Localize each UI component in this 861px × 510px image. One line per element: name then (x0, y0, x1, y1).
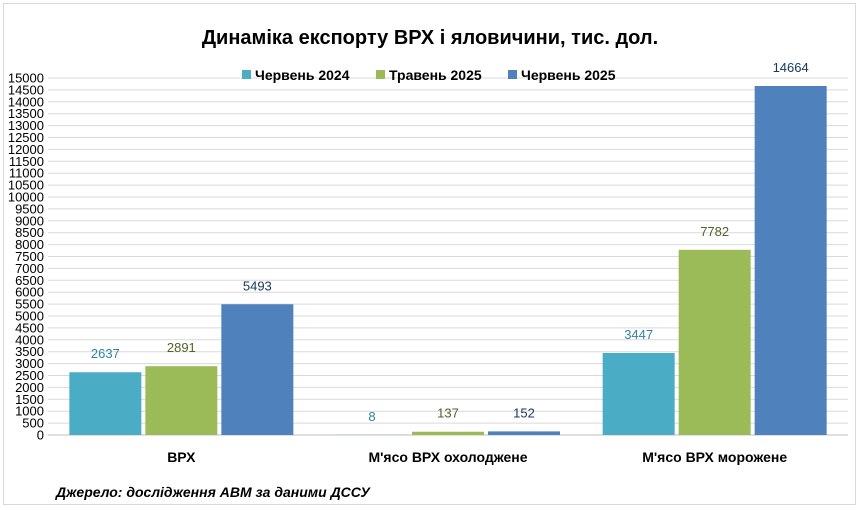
data-label: 14664 (773, 60, 809, 75)
bar (678, 249, 751, 435)
legend-label: Червень 2025 (521, 67, 616, 83)
bar (221, 304, 294, 435)
x-tick-label: ВРХ (167, 449, 196, 465)
y-tick-label: 8000 (15, 237, 44, 252)
data-labels: 2637 2891 5493 8 137 152 3447 7782 14664 (91, 60, 809, 424)
bar (145, 366, 218, 435)
y-tick-label: 8500 (15, 225, 44, 240)
y-tick-label: 13500 (8, 106, 44, 121)
bar (602, 352, 675, 435)
y-tick-label: 10000 (8, 190, 44, 205)
y-tick-label: 11000 (9, 166, 44, 181)
y-tick-label: 2500 (15, 368, 44, 383)
data-label: 152 (513, 405, 535, 420)
y-tick-label: 4500 (15, 320, 44, 335)
legend-label: Червень 2024 (255, 67, 350, 83)
bar (488, 431, 560, 435)
y-tick-label: 5500 (15, 297, 44, 312)
y-tick-label: 3000 (15, 356, 44, 371)
x-axis-ticks: ВРХ М'ясо ВРХ охолоджене М'ясо ВРХ морожен… (167, 449, 787, 465)
y-tick-label: 5000 (15, 309, 44, 324)
y-axis-ticks: 0500100015002000250030003500400045005000… (8, 71, 44, 443)
y-tick-label: 9000 (15, 213, 44, 228)
y-tick-label: 14000 (8, 94, 44, 109)
y-tick-label: 6500 (15, 273, 44, 288)
y-tick-label: 4000 (15, 332, 44, 347)
y-tick-label: 9500 (15, 201, 44, 216)
y-tick-label: 6000 (15, 285, 44, 300)
legend-swatch (508, 70, 517, 79)
y-tick-label: 10500 (8, 178, 44, 193)
data-label: 7782 (700, 224, 729, 239)
x-tick-label: М'ясо ВРХ охолоджене (368, 449, 527, 465)
x-tick-label: М'ясо ВРХ морожене (642, 449, 787, 465)
data-label: 5493 (243, 278, 272, 293)
legend-label: Травень 2025 (389, 67, 482, 83)
data-label: 137 (437, 406, 459, 421)
y-tick-label: 7000 (15, 261, 44, 276)
y-tick-label: 3500 (15, 344, 44, 359)
chart-title: Динаміка експорту ВРХ і яловичини, тис. … (202, 27, 658, 49)
bar (69, 372, 142, 435)
y-tick-label: 11500 (9, 154, 44, 169)
y-tick-label: 1500 (15, 392, 44, 407)
y-tick-label: 15000 (8, 71, 44, 86)
y-tick-label: 12000 (8, 142, 44, 157)
y-tick-label: 500 (22, 416, 44, 431)
legend-swatch (242, 70, 251, 79)
bars (69, 85, 827, 436)
y-tick-label: 14500 (8, 82, 44, 97)
y-tick-label: 7500 (15, 249, 44, 264)
data-label: 8 (368, 409, 375, 424)
source-note: Джерело: дослідження АВМ за даними ДССУ (55, 484, 371, 500)
y-tick-label: 1000 (15, 404, 44, 419)
data-label: 2637 (91, 346, 120, 361)
y-tick-label: 12500 (8, 130, 44, 145)
y-tick-label: 13000 (8, 118, 44, 133)
legend: Червень 2024 Травень 2025 Червень 2025 (242, 67, 616, 83)
bar (754, 85, 827, 436)
y-tick-label: 0 (37, 428, 44, 443)
data-label: 2891 (167, 340, 196, 355)
data-label: 3447 (624, 327, 653, 342)
bar (412, 431, 484, 435)
legend-swatch (376, 70, 385, 79)
y-tick-label: 2000 (15, 380, 44, 395)
